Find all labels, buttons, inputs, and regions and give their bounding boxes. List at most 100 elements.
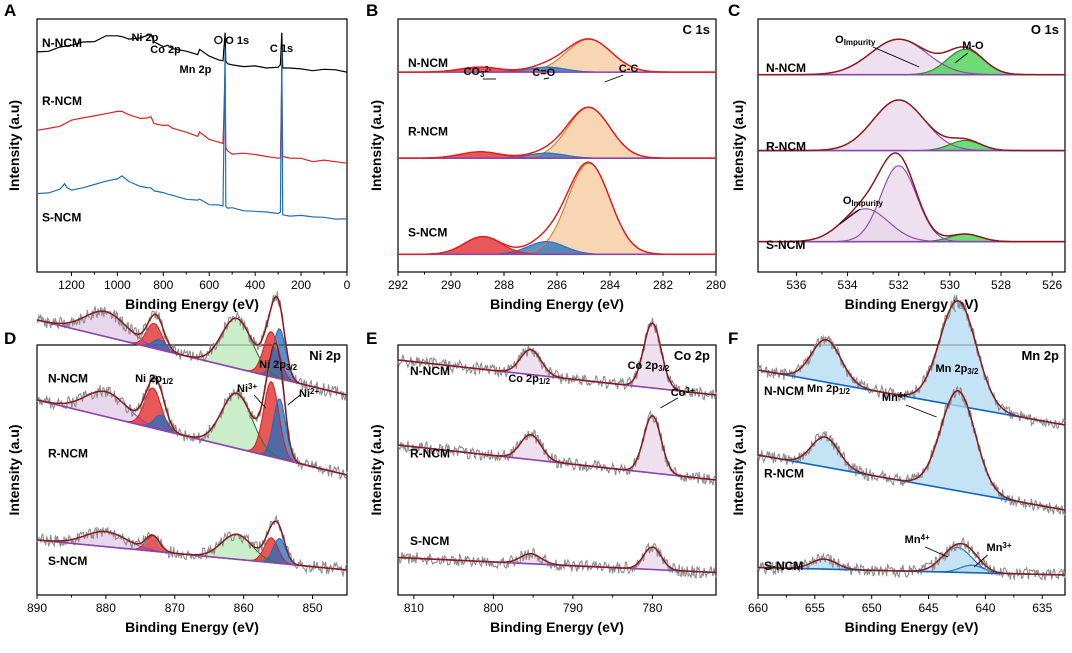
ni-2p-label: Ni 2p <box>131 32 158 44</box>
x-tick-label: 526 <box>1042 278 1062 292</box>
background-line <box>757 369 1066 426</box>
ni3-label-part-0: Ni <box>237 383 248 395</box>
envelope-fit-line <box>36 295 348 396</box>
series-r-ncm: R-NCM <box>397 410 717 486</box>
x-tick-label: 532 <box>889 278 909 292</box>
panel-f: 660 655 650 645 640 635 Binding Energy (eV) Int… <box>728 294 1066 635</box>
x-tick-label: 880 <box>96 601 116 615</box>
panel-letter: D <box>4 329 16 348</box>
mn4-label: Mn4+ <box>882 391 907 404</box>
envelope-fit-line <box>398 106 716 159</box>
ni-2p32-label-part-0: Ni 2p <box>259 359 286 371</box>
x-tick-label: 286 <box>547 278 567 292</box>
fit-component-fill <box>398 67 716 73</box>
sample-label: S-NCM <box>48 554 87 568</box>
x-tick-label: 660 <box>748 601 768 615</box>
panel-letter: E <box>366 329 377 348</box>
x-tick-label: 650 <box>862 601 882 615</box>
co3-plus-label: Co3+ <box>671 386 695 399</box>
co3-plus-label-part-1: 3+ <box>685 386 694 395</box>
ni2-label-part-1: 2+ <box>310 387 319 396</box>
plot-frame <box>36 344 348 596</box>
mn-2p-label: Mn 2p <box>180 64 212 76</box>
y-axis-label: Intensity (a.u) <box>368 100 384 191</box>
o-1s-label: O 1s <box>225 35 249 47</box>
annotation-pointer <box>660 397 679 409</box>
fit-component-fill <box>758 436 1065 510</box>
y-axis-label: Intensity (a.u) <box>6 424 22 515</box>
co-2p32-label: Co 2p3/2 <box>628 360 670 373</box>
series-r-ncm: R-NCM <box>36 340 348 481</box>
ni3-label-part-1: 3+ <box>248 382 257 391</box>
x-tick-label: 640 <box>975 601 995 615</box>
panel-title-repeat: C 1s <box>683 22 710 37</box>
c-c-label: C-C <box>619 63 639 75</box>
x-tick-label: 400 <box>245 278 265 292</box>
x-tick-label: 810 <box>404 601 424 615</box>
panel-d: 890 880 870 860 850 Binding Energy (eV) Intens… <box>4 291 348 635</box>
plot-frame <box>757 18 1066 273</box>
series-n-ncm: N-NCM <box>397 317 717 401</box>
fit-component-fill <box>37 391 347 475</box>
fit-component-fill <box>398 107 716 159</box>
y-axis-label: Intensity (a.u) <box>730 424 746 515</box>
x-tick-label: 0 <box>344 278 351 292</box>
annotation-pointer <box>924 546 949 558</box>
x-tick-label: 530 <box>940 278 960 292</box>
envelope-fit-line <box>758 99 1065 152</box>
co3-plus-label-part-0: Co <box>671 387 686 399</box>
fit-component-fill <box>398 241 716 255</box>
envelope-fit-line <box>397 414 717 481</box>
x-tick-label: 292 <box>388 278 408 292</box>
envelope-fit-line <box>398 38 716 73</box>
fit-component-fill <box>758 49 1065 75</box>
x-tick-label: 870 <box>165 601 185 615</box>
o-impurity-label-s: OImpurity <box>843 195 884 208</box>
co-2p32-label-part-0: Co 2p <box>628 360 659 372</box>
mn3-label-part-0: Mn <box>987 542 1003 554</box>
series-s-ncm: S-NCM <box>757 536 1066 581</box>
sample-label: N-NCM <box>764 384 804 398</box>
panel-f-annotations <box>905 404 988 568</box>
raw-data-line <box>757 294 1066 429</box>
y-axis-label: Intensity (a.u) <box>730 100 746 191</box>
series-s-ncm: S-NCM <box>398 161 716 256</box>
sample-label: N-NCM <box>42 36 82 50</box>
fit-component-fill <box>398 323 716 395</box>
annotation-pointer <box>253 394 267 409</box>
survey-spectrum-line <box>36 73 348 164</box>
fit-component-fill <box>758 300 1065 425</box>
fit-component-fill <box>398 236 716 255</box>
sample-label: N-NCM <box>410 364 450 378</box>
plot-frame <box>757 344 1066 596</box>
envelope-fit-line <box>758 152 1065 243</box>
co3-label-part-1: 3 <box>480 70 485 79</box>
y-axis-label: Intensity (a.u) <box>368 424 384 515</box>
sample-label: S-NCM <box>764 559 803 573</box>
envelope-fit-line <box>758 542 1065 576</box>
x-tick-label: 534 <box>838 278 858 292</box>
fit-component-fill <box>37 531 347 570</box>
fit-component-fill <box>398 39 716 73</box>
annotation-pointer <box>287 394 301 406</box>
sample-label: S-NCM <box>410 534 449 548</box>
series-s-ncm: S-NCM <box>758 152 1065 252</box>
envelope-fit-line <box>398 161 716 256</box>
sample-label: R-NCM <box>408 124 448 138</box>
annotation-pointer <box>954 52 969 64</box>
x-tick-label: 280 <box>706 278 726 292</box>
x-tick-label: 282 <box>653 278 673 292</box>
sample-label: S-NCM <box>408 226 447 240</box>
mn4-label-s-part-0: Mn <box>905 534 921 546</box>
ni-2p12-label-part-1: 1/2 <box>162 377 174 386</box>
x-axis-label: Binding Energy (eV) <box>845 296 979 312</box>
x-tick-label: 536 <box>786 278 806 292</box>
sample-label: N-NCM <box>408 56 448 70</box>
o-impurity-label-part-0: O <box>835 34 844 46</box>
mn4-label-s-part-1: 4+ <box>921 533 930 542</box>
co-2p12-label: Co 2p1/2 <box>508 373 550 386</box>
series-n-ncm: N-NCM <box>757 294 1066 429</box>
co3-label-part-2: 2- <box>484 65 491 74</box>
series-r-ncm: R-NCM <box>398 106 716 159</box>
